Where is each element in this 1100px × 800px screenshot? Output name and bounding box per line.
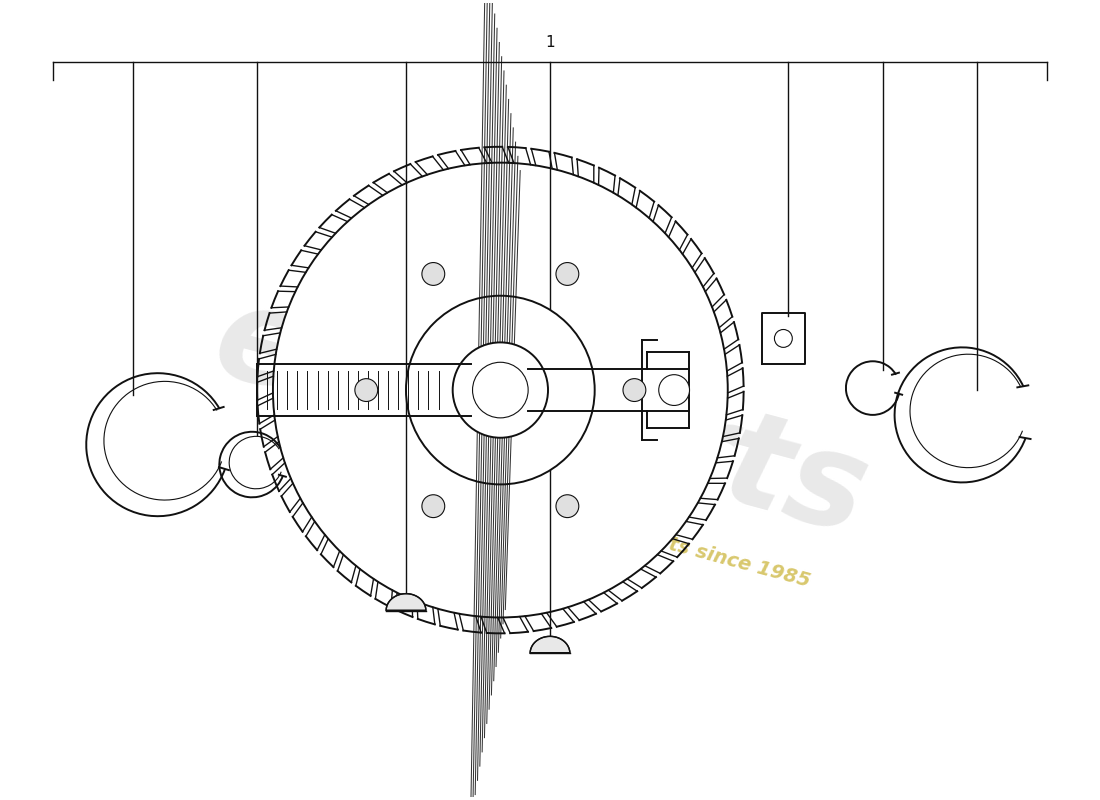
Circle shape [623, 378, 646, 402]
Text: 1: 1 [546, 35, 554, 50]
Circle shape [473, 362, 528, 418]
Circle shape [556, 262, 579, 286]
Circle shape [355, 378, 377, 402]
Polygon shape [530, 636, 570, 654]
Circle shape [556, 494, 579, 518]
Circle shape [422, 494, 444, 518]
Text: euro: euro [201, 275, 561, 486]
Circle shape [453, 342, 548, 438]
Polygon shape [386, 594, 426, 610]
Text: a passion for parts since 1985: a passion for parts since 1985 [486, 487, 812, 591]
Circle shape [422, 262, 444, 286]
Circle shape [774, 330, 792, 347]
Circle shape [406, 296, 595, 485]
Text: Parts: Parts [477, 338, 881, 561]
Circle shape [273, 162, 728, 618]
Circle shape [659, 374, 690, 406]
